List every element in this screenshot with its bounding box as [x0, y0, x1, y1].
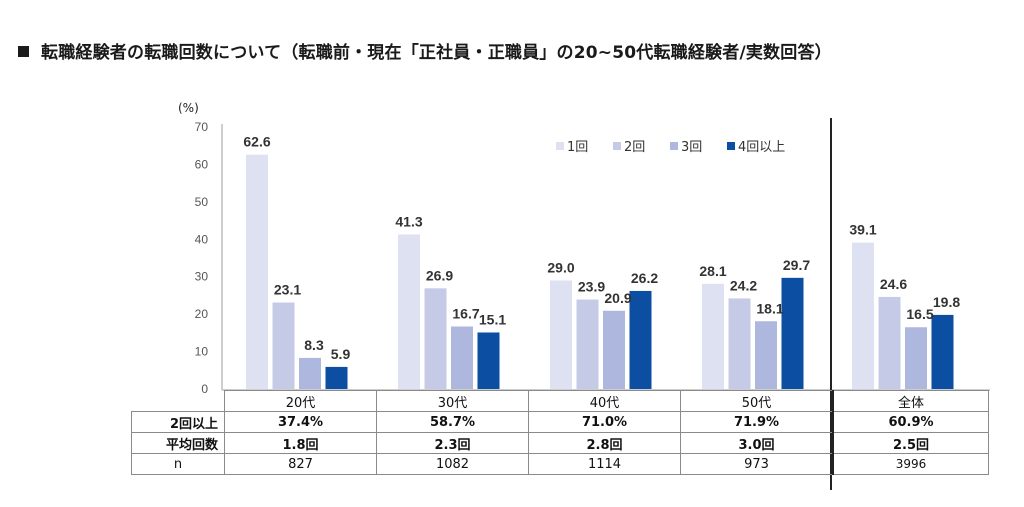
- table-row: 平均回数 1.8回 2.3回 2.8回 3.0回 2.5回: [131, 432, 989, 454]
- y-tick-label: 60: [195, 157, 209, 171]
- y-tick-label: 30: [195, 270, 209, 284]
- legend-label: 3回: [681, 140, 702, 155]
- data-labels: 62.6 23.1 8.3 5.9 41.3 26.9 16.7 15.1 29.023.920…: [243, 134, 960, 362]
- legend-swatch-1回: [556, 142, 564, 150]
- data-label: 41.3: [395, 213, 422, 229]
- table-cell: 1082: [376, 453, 529, 475]
- legend-label: 4回以上: [738, 140, 785, 155]
- bar-20代-4回以上: [325, 366, 348, 389]
- table-cell: 3996: [832, 453, 989, 475]
- bar-40代-3回: [603, 310, 625, 389]
- table-cell: 71.9%: [680, 411, 834, 433]
- page-title-text: 転職経験者の転職回数について（転職前・現在「正社員・正職員」の20~50代転職経…: [41, 43, 832, 63]
- table-cell: 2.5回: [832, 432, 989, 454]
- legend: 1回 2回 3回 4回以上: [556, 140, 785, 155]
- legend-swatch-2回: [613, 142, 621, 150]
- bar-40代-4回以上: [629, 290, 652, 389]
- data-label: 16.5: [906, 306, 933, 322]
- y-tick-label: 40: [195, 232, 209, 246]
- data-label: 18.1: [756, 300, 783, 316]
- bar-20代-1回: [246, 154, 268, 389]
- table-cell: 2.3回: [376, 432, 529, 454]
- table-header-row: 20代 30代 40代 50代 全体: [131, 390, 989, 412]
- bar-全体-3回: [905, 327, 927, 389]
- bar-30代-1回: [398, 234, 420, 389]
- bar-40代-2回: [576, 299, 599, 389]
- page-title: 転職経験者の転職回数について（転職前・現在「正社員・正職員」の20~50代転職経…: [18, 38, 832, 63]
- data-label: 5.9: [331, 346, 351, 362]
- data-label: 39.1: [849, 222, 876, 238]
- table-header-cell: 40代: [528, 390, 681, 412]
- summary-table: 20代 30代 40代 50代 全体 2回以上 37.4% 58.7% 71.0…: [131, 390, 989, 475]
- bar-30代-3回: [451, 326, 473, 389]
- table-corner: [131, 390, 225, 412]
- data-label: 23.9: [578, 279, 605, 295]
- data-label: 16.7: [452, 305, 479, 321]
- row-label: n: [131, 453, 225, 475]
- row-label: 2回以上: [131, 411, 225, 433]
- black-square-icon: [18, 46, 29, 57]
- y-tick-label: 70: [195, 120, 209, 134]
- bar-50代-4回以上: [781, 277, 804, 389]
- data-label: 26.9: [426, 267, 453, 283]
- data-label: 29.0: [547, 259, 574, 275]
- y-tick-label: 50: [195, 195, 209, 209]
- data-label: 28.1: [699, 263, 726, 279]
- legend-label: 1回: [567, 140, 588, 155]
- bar-全体-2回: [878, 296, 901, 389]
- table-cell: 1.8回: [224, 432, 377, 454]
- table-cell: 1114: [528, 453, 681, 475]
- bar-全体-1回: [852, 242, 874, 389]
- table-row: 2回以上 37.4% 58.7% 71.0% 71.9% 60.9%: [131, 411, 989, 433]
- table-cell: 3.0回: [680, 432, 834, 454]
- table-cell: 973: [680, 453, 834, 475]
- row-label: 平均回数: [131, 432, 225, 454]
- y-tick-label: 0: [201, 382, 208, 396]
- table-cell: 2.8回: [528, 432, 681, 454]
- data-label: 24.6: [880, 276, 907, 292]
- table-cell: 827: [224, 453, 377, 475]
- table-row: n 827 1082 1114 973 3996: [131, 453, 989, 475]
- data-label: 19.8: [933, 294, 960, 310]
- data-label: 62.6: [243, 134, 270, 150]
- bar-30代-2回: [424, 288, 447, 389]
- legend-label: 2回: [624, 140, 645, 155]
- bar-全体-4回以上: [931, 314, 954, 389]
- data-label: 26.2: [631, 270, 658, 286]
- bar-50代-2回: [728, 298, 751, 389]
- table-header-cell: 50代: [680, 390, 834, 412]
- y-axis-unit-label: (%): [178, 101, 199, 115]
- data-label: 15.1: [479, 311, 506, 327]
- data-label: 8.3: [304, 337, 324, 353]
- data-label: 29.7: [783, 257, 810, 273]
- bar-40代-1回: [550, 280, 572, 389]
- y-tick-label: 10: [195, 345, 209, 359]
- table-header-cell: 20代: [224, 390, 377, 412]
- table-cell: 58.7%: [376, 411, 529, 433]
- data-label: 23.1: [274, 282, 301, 298]
- table-header-cell: 全体: [832, 390, 989, 412]
- table-cell: 60.9%: [832, 411, 989, 433]
- bar-20代-2回: [272, 302, 295, 389]
- legend-swatch-3回: [670, 142, 678, 150]
- table-cell: 37.4%: [224, 411, 377, 433]
- data-label: 24.2: [730, 277, 757, 293]
- bar-50代-3回: [755, 321, 777, 389]
- table-cell: 71.0%: [528, 411, 681, 433]
- bar-50代-1回: [702, 283, 724, 389]
- bars: [246, 154, 954, 389]
- data-label: 20.9: [604, 290, 631, 306]
- bar-30代-4回以上: [477, 332, 500, 389]
- table-header-cell: 30代: [376, 390, 529, 412]
- legend-swatch-4回以上: [727, 142, 735, 150]
- bar-20代-3回: [299, 357, 321, 389]
- y-tick-label: 20: [195, 307, 209, 321]
